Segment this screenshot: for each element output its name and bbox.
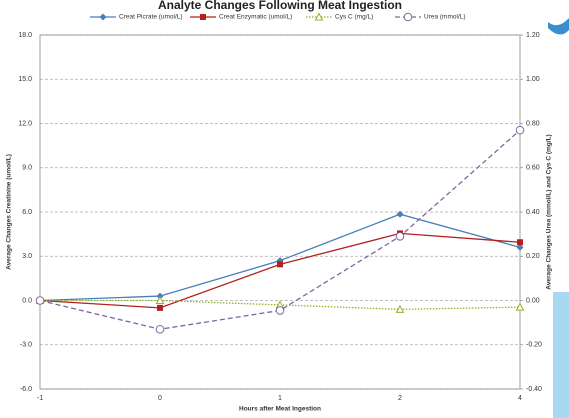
- y2-tick-label: -0.20: [526, 342, 542, 349]
- marker: [403, 12, 413, 22]
- marker: [155, 324, 165, 334]
- y-tick-label: 3.0: [22, 253, 32, 260]
- legend-label: Cys C (mg/L): [335, 14, 373, 21]
- legend-label: Creat Enzymatic (umol/L): [219, 14, 292, 21]
- y2-axis-label: Average Changes Urea (mmol/L) and Cys C …: [546, 134, 553, 289]
- y2-tick-label: 0.00: [526, 297, 540, 304]
- plot-frame: [39, 34, 521, 390]
- y-tick-label: 15.0: [18, 76, 32, 83]
- edge-decoration: [553, 292, 569, 418]
- marker: [396, 210, 404, 218]
- y-axis-label: Average Changes Creatinine (umol/L): [6, 154, 13, 270]
- x-axis-label: Hours after Meat Ingestion: [239, 406, 321, 413]
- marker: [99, 13, 107, 21]
- y-tick-label: -3.0: [20, 342, 32, 349]
- marker: [515, 302, 525, 311]
- marker: [35, 296, 45, 305]
- marker: [517, 239, 523, 246]
- y2-tick-label: 0.40: [526, 209, 540, 216]
- legend-label: Urea (mmol/L): [424, 14, 466, 21]
- y-tick-label: 6.0: [22, 209, 32, 216]
- series-line: [39, 232, 521, 309]
- y-tick-label: 18.0: [18, 32, 32, 39]
- y-tick-label: -6.0: [20, 386, 32, 393]
- marker: [395, 232, 405, 241]
- marker: [200, 14, 206, 20]
- marker: [515, 125, 525, 135]
- y-tick-label: 9.0: [22, 165, 32, 172]
- marker: [275, 306, 285, 315]
- y2-tick-label: -0.40: [526, 386, 542, 393]
- x-tick-label: 4: [518, 395, 522, 402]
- y2-tick-label: 0.20: [526, 253, 540, 260]
- marker: [314, 12, 324, 21]
- marker: [277, 261, 283, 268]
- marker: [155, 295, 165, 304]
- x-tick-label: 1: [278, 395, 282, 402]
- marker: [157, 304, 163, 311]
- series-line: [39, 129, 521, 330]
- y2-tick-label: 0.80: [526, 120, 540, 127]
- marker: [395, 304, 405, 313]
- y2-tick-label: 1.00: [526, 76, 540, 83]
- legend-label: Creat Picrate (umol/L): [119, 14, 183, 21]
- x-tick-label: 0: [158, 395, 162, 402]
- chart-title: Analyte Changes Following Meat Ingestion: [158, 0, 402, 12]
- y-tick-label: 0.0: [22, 297, 32, 304]
- x-tick-label: -1: [37, 395, 43, 402]
- marker: [516, 243, 524, 251]
- y2-tick-label: 0.60: [526, 165, 540, 172]
- edge-decoration: [548, 18, 569, 35]
- y2-tick-label: 1.20: [526, 32, 540, 39]
- y-tick-label: 12.0: [18, 120, 32, 127]
- x-tick-label: 2: [398, 395, 402, 402]
